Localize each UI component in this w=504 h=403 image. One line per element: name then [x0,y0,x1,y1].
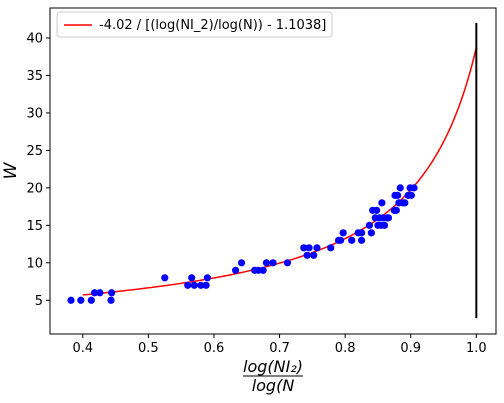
scatter-point [357,229,366,237]
scatter-point [184,281,192,289]
legend-box [56,11,333,38]
scatter-point [367,229,375,237]
scatter-point [232,266,240,274]
scatter-point [365,221,374,229]
scatter-point [305,244,313,252]
scatter-point [197,281,205,289]
y-tick-label: 15 [26,219,43,234]
x-tick-label: 0.7 [269,341,290,356]
scatter-point [87,296,95,304]
scatter-point [401,199,409,207]
scatter-point [392,206,400,214]
scatter-point [269,259,277,267]
scatter-point [91,289,99,297]
y-axis-ticks: 5 10 15 20 25 30 35 40 [26,31,50,309]
y-axis-label: W [1,161,21,179]
scatter-point [96,289,104,297]
scatter-point [336,236,345,244]
y-tick-label: 20 [26,181,43,196]
scatter-point [384,214,393,222]
x-axis-label-numerator: log(NI₂) [243,357,303,376]
y-tick-label: 30 [26,106,43,121]
x-axis-label-denominator: log(N [252,376,295,395]
scatter-point [190,281,198,289]
y-tick-label: 40 [26,31,43,46]
scatter-point [77,296,85,304]
plot-area [67,22,478,319]
scatter-point [262,259,271,267]
scatter-point [203,274,212,282]
x-tick-label: 0.5 [138,341,159,356]
scatter-point [394,191,402,199]
scatter-point [327,244,335,252]
scatter-point [407,191,415,199]
y-tick-label: 35 [26,69,43,84]
x-tick-label: 0.9 [400,341,421,356]
scatter-point [67,296,75,304]
y-tick-label: 5 [35,294,43,309]
scatter-point [357,236,366,244]
legend: -4.02 / [(log(NI_2)/log(N)) - 1.1038] [56,11,333,38]
x-tick-label: 1.0 [466,341,487,356]
x-axis-ticks: 0.4 0.5 0.6 0.7 0.8 0.9 1.0 [72,334,487,356]
scatter-point [108,289,116,297]
y-tick-label: 25 [26,144,43,159]
axes-frame [49,7,497,335]
scatter-point [202,281,210,289]
scatter-point [259,266,267,274]
x-tick-label: 0.6 [204,341,225,356]
scatter-point [300,244,308,252]
points-layer [67,184,418,304]
scatter-point [283,259,292,267]
legend-label-curve: -4.02 / [(log(NI_2)/log(N)) - 1.1038] [99,18,326,33]
scatter-point [310,251,318,259]
scatter-point [348,236,356,244]
scatter-point [237,259,246,267]
scatter-point [339,229,347,237]
scatter-point [161,274,169,282]
x-tick-label: 0.4 [72,341,93,356]
scatter-point [410,184,418,192]
x-tick-label: 0.8 [335,341,356,356]
y-tick-label: 10 [26,256,43,271]
scatter-point [188,274,196,282]
scatter-point [378,199,386,207]
scatter-point [396,184,404,192]
scatter-point [107,296,115,304]
scatter-point [373,206,381,214]
scatter-point [380,221,389,229]
scatter-point [313,244,321,252]
scatter-point [303,251,311,259]
